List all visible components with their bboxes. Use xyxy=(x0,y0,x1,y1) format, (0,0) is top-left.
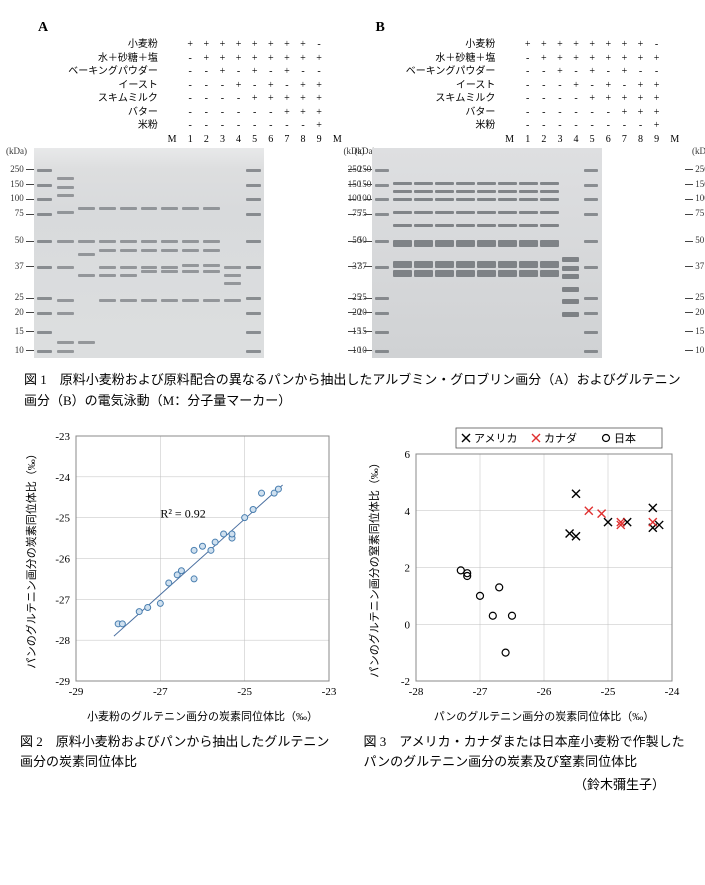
svg-text:カナダ: カナダ xyxy=(544,431,577,445)
figures-2-3-row: -29-27-25-23-29-28-27-26-25-24-23R² = 0.… xyxy=(20,426,685,772)
panel-a: A 小麦粉++++++++-水＋砂糖＋塩-++++++++ベーキングパウダー--… xyxy=(20,20,348,358)
svg-text:-23: -23 xyxy=(55,431,70,443)
figure1-row: A 小麦粉++++++++-水＋砂糖＋塩-++++++++ベーキングパウダー--… xyxy=(20,20,685,358)
svg-text:6: 6 xyxy=(405,449,411,461)
author-name: （鈴木彌生子） xyxy=(20,774,685,793)
panel-b: B 小麦粉++++++++-水＋砂糖＋塩-++++++++ベーキングパウダー--… xyxy=(358,20,686,358)
gel-a-image xyxy=(34,148,264,358)
panel-b-conditions: 小麦粉++++++++-水＋砂糖＋塩-++++++++ベーキングパウダー--+-… xyxy=(376,38,686,146)
figure3-caption: 図 3 アメリカ・カナダまたは日本産小麦粉で作製したパンのグルテニン画分の炭素及… xyxy=(364,732,686,772)
svg-text:パンのグルテニン画分の炭素同位体比（‰）: パンのグルテニン画分の炭素同位体比（‰） xyxy=(24,448,38,669)
svg-text:R² = 0.92: R² = 0.92 xyxy=(160,506,205,520)
svg-text:-2: -2 xyxy=(401,676,410,688)
figure2-chart: -29 -27 -25 -23 -29 -28 -27 -26 -25 -24 -23 R² = 0.… xyxy=(21,426,341,726)
svg-text:パンのグルテニン画分の窒素同位体比（‰）: パンのグルテニン画分の窒素同位体比（‰） xyxy=(367,457,381,678)
kda-label-left-b: (kDa) xyxy=(344,146,365,156)
figure2-caption: 図 2 原料小麦粉およびパンから抽出したグルテニン画分の炭素同位体比 xyxy=(20,732,342,772)
svg-text:-25: -25 xyxy=(55,512,70,524)
svg-text:-26: -26 xyxy=(55,553,70,565)
panel-a-label: A xyxy=(38,20,48,36)
svg-text:-28: -28 xyxy=(55,635,70,647)
svg-text:-26: -26 xyxy=(537,686,552,698)
svg-text:-24: -24 xyxy=(665,686,680,698)
figure3-chart: アメリカ カナダ 日本 -28 -27 -26 -25 -24 -2 0 2 4 6 パンのグルテニン画分… xyxy=(364,426,684,726)
svg-text:-25: -25 xyxy=(237,686,252,698)
svg-text:パンのグルテニン画分の炭素同位体比（‰）: パンのグルテニン画分の炭素同位体比（‰） xyxy=(434,709,655,723)
svg-text:-28: -28 xyxy=(409,686,424,698)
svg-text:小麦粉のグルテニン画分の炭素同位体比（‰）: 小麦粉のグルテニン画分の炭素同位体比（‰） xyxy=(87,709,318,723)
svg-text:-29: -29 xyxy=(55,676,70,688)
svg-text:-27: -27 xyxy=(473,686,488,698)
svg-text:-29: -29 xyxy=(68,686,83,698)
kda-label-right-b: (kDa) xyxy=(692,146,705,156)
panel-b-label: B xyxy=(376,20,385,36)
panel-a-conditions: 小麦粉++++++++-水＋砂糖＋塩-++++++++ベーキングパウダー--+-… xyxy=(38,38,348,146)
svg-text:-27: -27 xyxy=(153,686,168,698)
svg-text:日本: 日本 xyxy=(614,431,636,445)
gel-b-image xyxy=(372,148,602,358)
svg-text:2: 2 xyxy=(405,562,411,574)
svg-text:-23: -23 xyxy=(321,686,336,698)
svg-text:-25: -25 xyxy=(601,686,616,698)
kda-label-left-a: (kDa) xyxy=(6,146,27,156)
figure2-box: -29 -27 -25 -23 -29 -28 -27 -26 -25 -24 -23 R² = 0.… xyxy=(20,426,342,772)
figure1-caption: 図 1 原料小麦粉および原料配合の異なるパンから抽出したアルブミン・グロブリン画… xyxy=(24,370,681,412)
svg-text:-27: -27 xyxy=(55,594,70,606)
svg-text:4: 4 xyxy=(405,505,411,517)
figure3-box: アメリカ カナダ 日本 -28 -27 -26 -25 -24 -2 0 2 4 6 パンのグルテニン画分… xyxy=(364,426,686,772)
svg-text:アメリカ: アメリカ xyxy=(474,432,517,445)
svg-text:-24: -24 xyxy=(55,471,70,483)
svg-text:0: 0 xyxy=(405,619,411,631)
